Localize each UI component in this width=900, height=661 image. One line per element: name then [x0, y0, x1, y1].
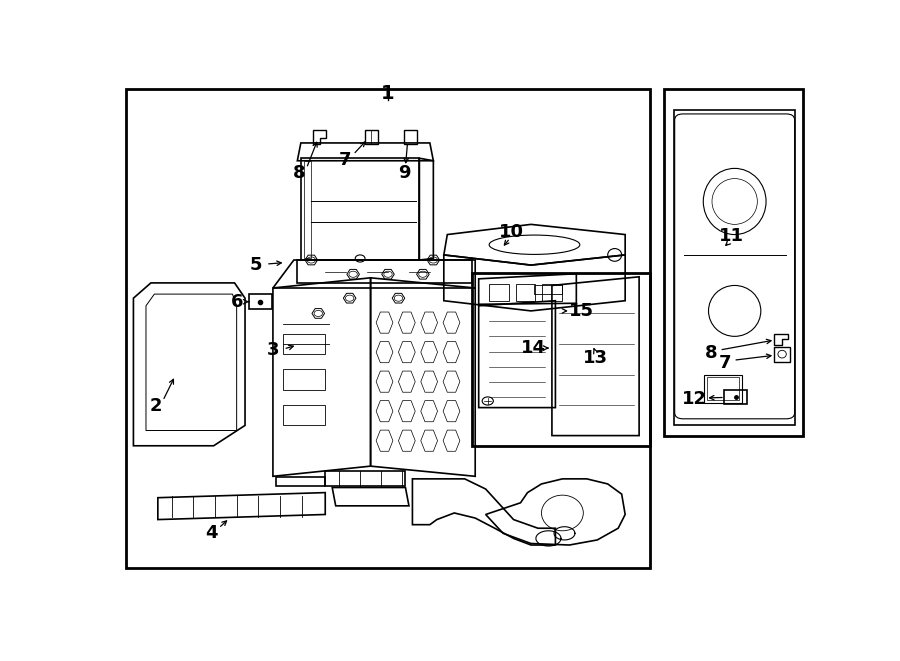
Text: 10: 10: [499, 223, 524, 241]
Text: 7: 7: [719, 354, 731, 372]
Bar: [472, 273, 650, 446]
Bar: [704, 375, 742, 403]
Text: 7: 7: [339, 151, 352, 169]
Text: 8: 8: [705, 344, 717, 362]
Bar: [542, 284, 562, 301]
Text: 2: 2: [149, 397, 162, 415]
Text: 11: 11: [719, 227, 744, 245]
Bar: [365, 130, 378, 145]
Bar: [248, 294, 272, 309]
Bar: [774, 346, 790, 362]
Bar: [663, 89, 803, 436]
Bar: [284, 334, 325, 354]
Text: 5: 5: [249, 256, 262, 274]
Bar: [284, 405, 325, 426]
Text: 3: 3: [266, 341, 279, 359]
Bar: [126, 89, 650, 568]
Bar: [535, 285, 562, 294]
Text: 6: 6: [230, 293, 243, 311]
Text: 8: 8: [293, 165, 306, 182]
Text: 9: 9: [398, 165, 410, 182]
Bar: [707, 377, 739, 400]
Text: 1: 1: [382, 84, 395, 103]
Bar: [404, 130, 417, 145]
Bar: [284, 369, 325, 390]
Text: 15: 15: [569, 302, 594, 320]
Text: 14: 14: [520, 339, 545, 357]
Text: 4: 4: [205, 524, 218, 542]
Bar: [724, 390, 747, 404]
Text: 12: 12: [681, 390, 706, 408]
Text: 13: 13: [583, 349, 608, 368]
Bar: [490, 284, 508, 301]
Bar: [516, 284, 536, 301]
